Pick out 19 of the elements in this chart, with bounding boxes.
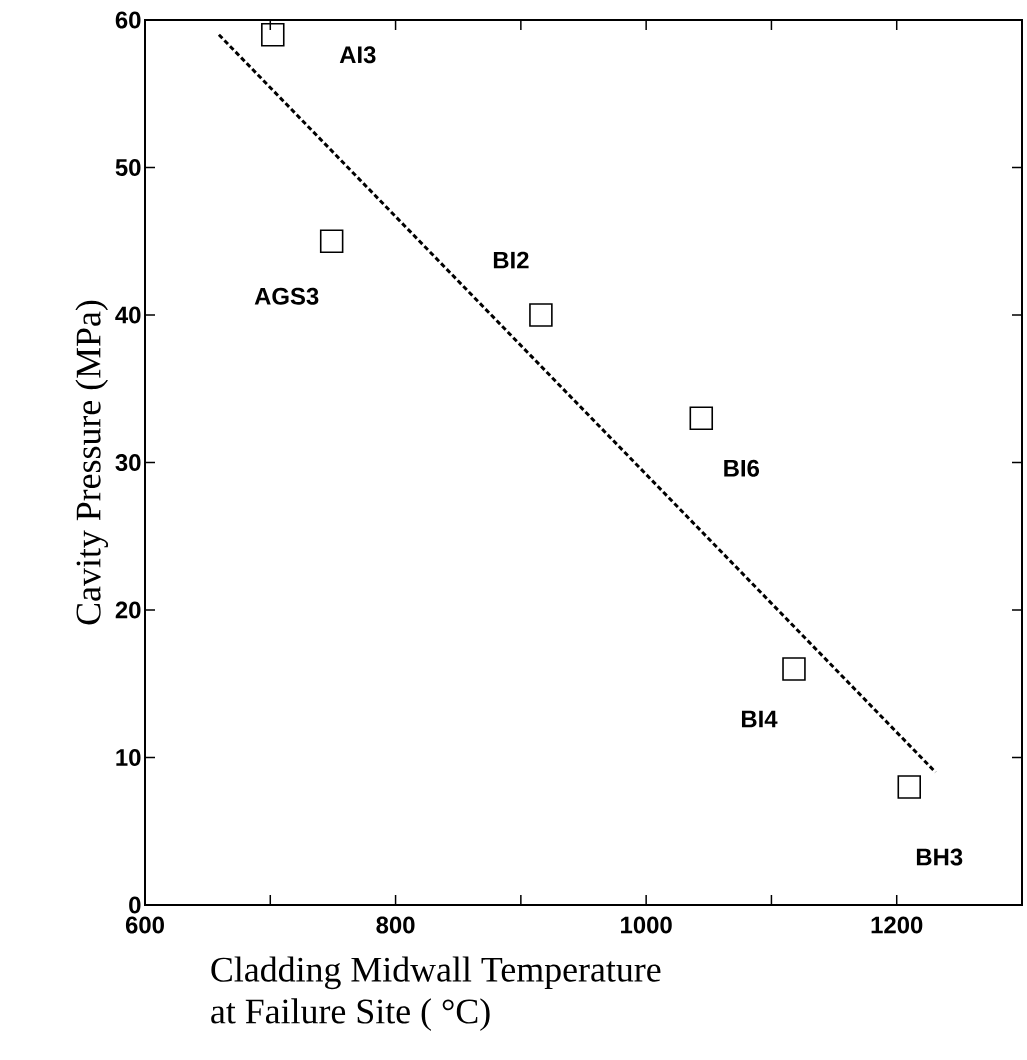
- x-tick-label: 1200: [871, 916, 923, 934]
- x-tick-label: 600: [125, 916, 164, 934]
- annotation: BH3: [916, 848, 963, 866]
- y-tick-label: 40: [115, 306, 141, 324]
- y-tick-label: 20: [115, 601, 141, 619]
- y-tick-label: 50: [115, 159, 141, 176]
- y-tick-label: 0: [129, 896, 141, 914]
- y-tick-label: 10: [116, 749, 141, 766]
- annotation: BI2: [493, 251, 529, 269]
- x-tick-label: 1000: [621, 916, 672, 934]
- annotation: AGS3: [254, 287, 319, 305]
- y-tick-label: 60: [115, 11, 141, 29]
- annotation: BI4: [741, 710, 778, 728]
- annotation: AI3: [339, 46, 376, 64]
- y-axis-title: Cavity Pressure (MPa): [75, 300, 109, 625]
- x-axis-title: Cladding Midwall Temperature at Failure Site ( °C): [211, 956, 661, 1031]
- x-tick-label: 800: [376, 916, 415, 934]
- annotation: BI6: [724, 459, 760, 477]
- y-tick-label: 30: [115, 454, 141, 471]
